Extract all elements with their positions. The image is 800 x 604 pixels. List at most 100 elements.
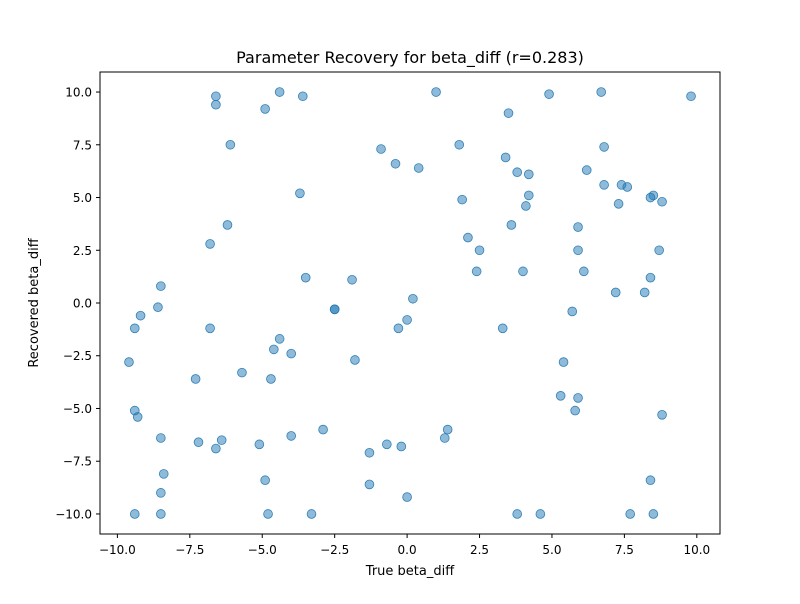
points-layer [124,87,696,519]
data-point [657,410,667,420]
data-point [474,245,485,256]
data-point [364,447,375,458]
y-tick-label: −10.0 [55,507,92,521]
x-tick-label: 0.0 [398,543,417,557]
data-point [390,158,401,169]
data-point [158,469,169,479]
data-point [402,315,412,325]
data-point [274,87,285,97]
data-point [306,509,317,519]
data-point [382,439,392,450]
y-axis-ticks: −10.0 −7.5 −5.0 −2.5 0.0 2.5 5.0 7.5 10.0 [55,86,100,521]
data-point [503,108,514,118]
data-point [237,367,247,378]
x-tick-label: 5.0 [542,543,561,557]
data-point [506,220,517,230]
data-point [129,509,140,519]
data-point [156,488,166,498]
data-point [431,87,441,97]
data-point [266,374,276,384]
data-point [216,435,227,445]
data-point [613,199,624,209]
data-point [579,266,589,277]
data-point [648,190,659,201]
x-tick-label: 7.5 [615,543,634,557]
data-point [581,165,592,175]
data-point [300,272,311,283]
data-point [156,433,166,443]
x-tick-label: −5.0 [248,543,277,557]
data-point [599,180,609,190]
data-point [263,509,273,519]
data-point [622,182,633,192]
chart-title: Parameter Recovery for beta_diff (r=0.28… [236,48,584,68]
x-tick-label: 2.5 [470,543,489,557]
data-point [254,439,265,450]
data-point [555,391,566,401]
data-point [570,405,580,416]
y-tick-label: 7.5 [73,138,92,152]
y-axis-label: Recovered beta_diff [27,237,42,367]
data-point [463,232,473,243]
x-tick-label: −10.0 [99,543,136,557]
data-point [573,393,583,403]
data-point [544,89,554,99]
data-point [599,142,609,152]
data-point [500,152,511,163]
data-point [396,441,407,452]
data-point [535,509,546,519]
data-point [156,281,166,291]
data-point [471,266,482,277]
data-point [573,222,583,232]
x-tick-label: 10.0 [683,543,710,557]
data-point [211,443,221,454]
data-point [567,306,578,317]
y-tick-label: −5.0 [63,402,92,416]
data-point [193,437,204,448]
data-point [573,245,583,256]
data-point [135,310,146,321]
data-point [190,374,201,384]
data-point [521,201,531,211]
data-point [260,104,270,114]
x-tick-label: −7.5 [175,543,204,557]
data-point [518,266,528,277]
data-point [402,492,412,502]
data-point [454,139,465,150]
data-point [274,334,285,344]
data-point [156,509,166,519]
data-point [523,190,534,201]
data-point [225,139,236,150]
data-point [132,412,143,422]
y-tick-label: −7.5 [63,455,92,469]
data-point [645,272,656,283]
data-point [523,169,534,180]
data-point [205,323,215,334]
data-point [286,348,297,359]
data-point [512,167,522,178]
data-point [657,196,667,207]
data-point [347,274,357,285]
data-point [686,91,696,102]
data-point [512,509,522,519]
y-tick-label: 0.0 [73,297,92,311]
data-point [376,144,386,154]
data-point [260,475,270,486]
data-point [408,293,418,304]
data-point [625,509,635,519]
data-point [442,424,453,435]
data-point [497,323,508,334]
y-tick-label: −2.5 [63,349,92,363]
data-point [318,424,328,435]
data-point [645,475,656,486]
data-point [558,357,569,367]
data-point [610,287,621,298]
data-point [297,91,308,102]
data-point [329,304,340,315]
data-point [205,239,215,249]
data-point [413,163,424,173]
data-point [350,355,360,365]
